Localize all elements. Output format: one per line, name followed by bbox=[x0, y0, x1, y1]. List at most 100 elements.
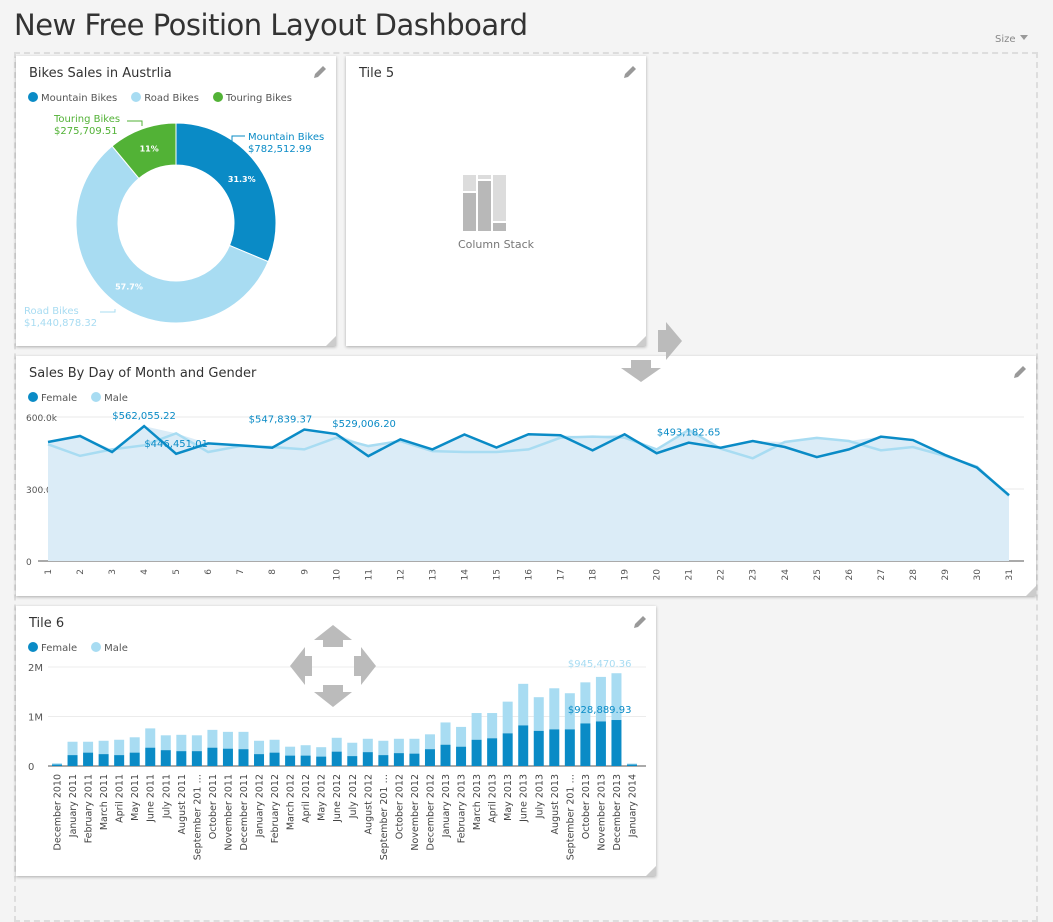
legend-label: Male bbox=[104, 393, 128, 404]
leader-line bbox=[231, 135, 245, 153]
bar-male bbox=[316, 747, 327, 757]
x-tick-label: June 2013 bbox=[519, 774, 530, 823]
x-tick-label: 28 bbox=[909, 569, 919, 581]
tile-title: Sales By Day of Month and Gender bbox=[29, 366, 257, 381]
x-tick-label: 3 bbox=[108, 569, 118, 575]
legend-item-male[interactable]: Male bbox=[91, 392, 128, 404]
legend-item-mountain[interactable]: Mountain Bikes bbox=[28, 92, 117, 104]
donut-slice-mountain-bikes bbox=[175, 122, 277, 263]
x-tick-label: October 2012 bbox=[394, 774, 405, 839]
bar-female bbox=[409, 753, 420, 766]
bar-female bbox=[362, 752, 373, 766]
x-tick-label: 23 bbox=[749, 569, 759, 580]
legend-item-touring[interactable]: Touring Bikes bbox=[212, 92, 292, 104]
slice-value-label: $782,512.99 bbox=[248, 144, 312, 155]
bar-female bbox=[207, 747, 218, 766]
move-down-arrow-icon[interactable] bbox=[621, 360, 661, 382]
bar-female bbox=[611, 720, 622, 766]
bar-female bbox=[331, 751, 342, 766]
resize-handle[interactable] bbox=[646, 866, 656, 876]
data-label: $562,055.22 bbox=[112, 411, 176, 422]
size-dropdown[interactable]: Size bbox=[995, 34, 1028, 45]
bar-male bbox=[564, 693, 575, 730]
slice-name-label: Touring Bikes bbox=[53, 114, 120, 125]
x-tick-label: December 2011 bbox=[239, 774, 250, 850]
tile-5[interactable]: Tile 5 Column Stack bbox=[346, 56, 646, 346]
bar-female bbox=[269, 752, 280, 766]
data-label: $529,006.20 bbox=[332, 419, 396, 430]
resize-handle[interactable] bbox=[1026, 586, 1036, 596]
data-label-male: $945,470.36 bbox=[568, 659, 632, 670]
bar-female bbox=[518, 725, 529, 766]
edit-pencil-icon[interactable] bbox=[632, 614, 648, 630]
resize-handle[interactable] bbox=[326, 336, 336, 346]
bar-female bbox=[564, 729, 575, 766]
bar-male bbox=[611, 673, 622, 721]
bar-male bbox=[207, 729, 218, 748]
x-tick-label: 25 bbox=[813, 569, 823, 580]
x-tick-label: 10 bbox=[332, 569, 342, 581]
tile-title: Tile 5 bbox=[359, 66, 395, 81]
tile-sales-by-day[interactable]: Sales By Day of Month and Gender Female … bbox=[16, 356, 1036, 596]
y-tick-label: 600.0k bbox=[26, 414, 58, 424]
x-tick-label: 17 bbox=[557, 569, 567, 580]
column-stack-icon bbox=[463, 175, 506, 231]
y-tick-label: 0 bbox=[28, 762, 34, 773]
legend-label: Touring Bikes bbox=[225, 93, 292, 104]
legend-label: Mountain Bikes bbox=[41, 93, 118, 104]
x-tick-label: June 2012 bbox=[332, 774, 343, 823]
tile-6[interactable]: Tile 6 Female Male 0 1M 2M December 2010 Jan… bbox=[16, 606, 656, 876]
legend-item-female[interactable]: Female bbox=[28, 642, 77, 654]
bar-female bbox=[145, 747, 156, 766]
bar-female bbox=[238, 749, 249, 766]
legend-label: Male bbox=[104, 643, 128, 654]
bar-male bbox=[176, 734, 187, 752]
move-right-arrow-icon[interactable] bbox=[658, 322, 682, 360]
percent-label: 31.3% bbox=[228, 175, 256, 184]
bar-female bbox=[285, 755, 296, 766]
bar-male bbox=[533, 697, 544, 731]
x-tick-label: November 2012 bbox=[410, 774, 421, 851]
edit-pencil-icon[interactable] bbox=[622, 64, 638, 80]
x-tick-label: 9 bbox=[300, 569, 310, 575]
resize-handle[interactable] bbox=[636, 336, 646, 346]
bar-male bbox=[52, 763, 62, 765]
x-tick-label: 27 bbox=[877, 569, 887, 580]
x-tick-label: January 2011 bbox=[68, 774, 79, 838]
bar-female bbox=[98, 754, 109, 766]
x-tick-label: 31 bbox=[1005, 569, 1015, 580]
bar-female bbox=[580, 723, 591, 766]
x-tick-label: October 2013 bbox=[581, 774, 592, 839]
legend-item-male[interactable]: Male bbox=[91, 642, 128, 654]
bar-male bbox=[378, 740, 389, 756]
edit-pencil-icon[interactable] bbox=[312, 64, 328, 80]
x-tick-label: January 2014 bbox=[628, 774, 639, 838]
x-tick-label: May 2013 bbox=[503, 774, 514, 821]
bar-male bbox=[393, 738, 404, 754]
bar-male bbox=[285, 746, 296, 756]
x-tick-label: 14 bbox=[460, 569, 470, 581]
bar-male bbox=[627, 763, 637, 765]
x-tick-label: November 2011 bbox=[223, 774, 234, 851]
x-tick-label: 16 bbox=[525, 569, 535, 581]
bar-female bbox=[114, 755, 125, 766]
legend-item-road[interactable]: Road Bikes bbox=[131, 92, 199, 104]
edit-pencil-icon[interactable] bbox=[1012, 364, 1028, 380]
x-tick-label: 29 bbox=[941, 569, 951, 581]
bar-female bbox=[456, 746, 467, 766]
bar-male bbox=[424, 734, 435, 750]
donut-slice-touring-bikes bbox=[111, 122, 177, 180]
legend-item-female[interactable]: Female bbox=[28, 392, 77, 404]
move-handle-icon[interactable] bbox=[290, 625, 376, 707]
x-tick-label: December 2010 bbox=[53, 774, 64, 850]
x-tick-label: April 2013 bbox=[488, 774, 499, 823]
legend-label: Female bbox=[41, 643, 78, 654]
bar-female bbox=[129, 752, 140, 766]
tile-bikes-sales[interactable]: Bikes Sales in Austrlia Mountain Bikes R… bbox=[16, 56, 336, 346]
slice-value-label: $1,440,878.32 bbox=[24, 318, 97, 329]
x-tick-label: 21 bbox=[685, 569, 695, 580]
x-tick-label: November 2013 bbox=[596, 774, 607, 851]
bar-male bbox=[300, 745, 311, 756]
bar-female bbox=[52, 764, 62, 766]
chart-type-label: Column Stack bbox=[457, 238, 535, 251]
